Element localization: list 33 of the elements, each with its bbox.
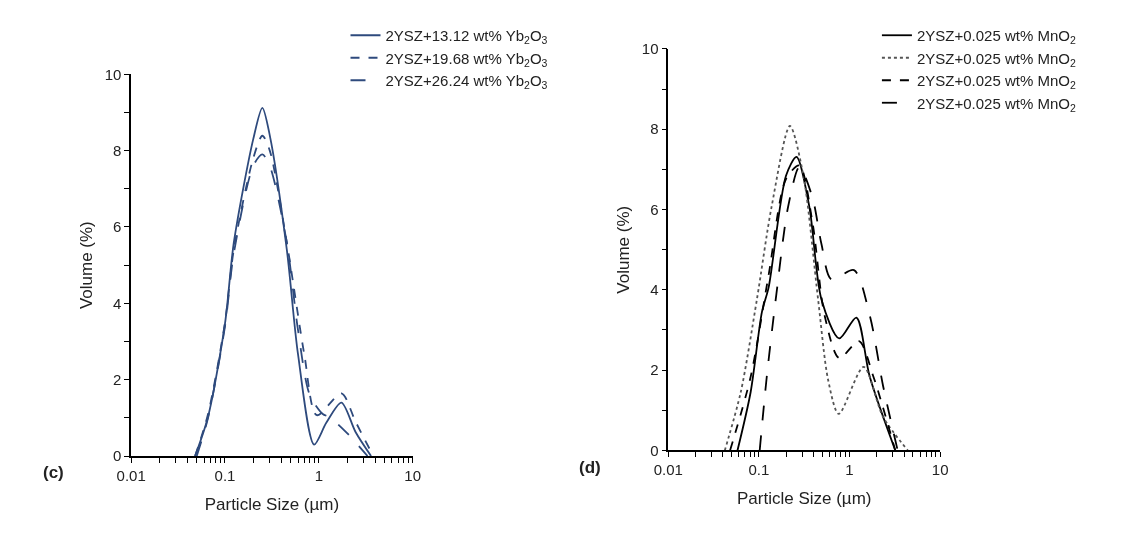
x-tick-label: 0.01 bbox=[653, 461, 683, 479]
x-tick-label: 10 bbox=[931, 461, 949, 479]
x-tick-label: 1 bbox=[314, 466, 324, 484]
y-axis-title: Volume (%) bbox=[613, 205, 633, 294]
legend-label: 2YSZ+26.24 wt% Yb$_{2}$O$_{3}$ bbox=[385, 72, 548, 92]
y-tick-label: 10 bbox=[641, 40, 659, 58]
legend-label: 2YSZ+13.12 wt% Yb$_{2}$O$_{3}$ bbox=[385, 27, 548, 47]
y-axis-title: Volume (%) bbox=[76, 221, 96, 310]
y-tick-label: 8 bbox=[113, 141, 122, 159]
y-tick-label: 0 bbox=[650, 441, 659, 459]
x-axis-title: Particle Size (µm) bbox=[204, 494, 340, 514]
y-tick-label: 6 bbox=[113, 218, 122, 236]
y-tick-label: 4 bbox=[113, 294, 122, 312]
legend-label: 2YSZ+0.025 wt% MnO$_{2}$ bbox=[916, 49, 1076, 69]
x-tick-label: 0.1 bbox=[214, 466, 236, 484]
legend-label: 2YSZ+0.025 wt% MnO$_{2}$ bbox=[916, 94, 1076, 114]
y-tick-label: 6 bbox=[650, 200, 659, 218]
text: (c) bbox=[43, 463, 64, 482]
legend-label: 2YSZ+0.025 wt% MnO$_{2}$ bbox=[916, 27, 1076, 47]
legend-label: 2YSZ+19.68 wt% Yb$_{2}$O$_{3}$ bbox=[385, 49, 548, 69]
x-tick-label: 10 bbox=[404, 466, 422, 484]
x-axis-title: Particle Size (µm) bbox=[736, 489, 872, 509]
y-tick-label: 0 bbox=[113, 447, 122, 465]
x-tick-label: 0.01 bbox=[116, 466, 146, 484]
legend-label: 2YSZ+0.025 wt% MnO$_{2}$ bbox=[916, 72, 1076, 92]
y-tick-label: 8 bbox=[650, 120, 659, 138]
text: (d) bbox=[579, 458, 601, 477]
x-tick-label: 0.1 bbox=[748, 461, 770, 479]
y-tick-label: 10 bbox=[104, 65, 122, 83]
x-tick-label: 1 bbox=[845, 461, 854, 479]
y-tick-label: 2 bbox=[650, 361, 659, 379]
y-tick-label: 4 bbox=[650, 281, 659, 299]
y-tick-label: 2 bbox=[113, 370, 122, 388]
